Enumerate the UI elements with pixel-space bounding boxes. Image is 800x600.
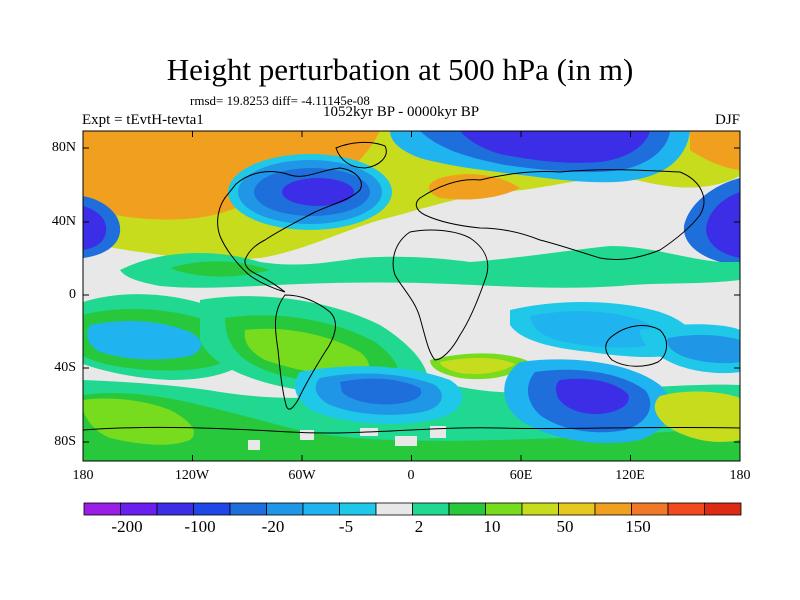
colorbar-swatch (156, 502, 194, 516)
lon-label-60e: 60E (509, 468, 533, 483)
field-orange-europe (428, 174, 520, 200)
north-america-coast (217, 167, 362, 293)
season-label: DJF (714, 112, 740, 128)
field-orange-north (83, 131, 380, 220)
field-sky-sh-east (530, 311, 660, 348)
colorbar-swatch (266, 502, 304, 516)
field-darkblue-westpac (83, 206, 107, 250)
field-lightgreen-sh-mid (244, 328, 369, 376)
field-orange-ne (690, 131, 740, 170)
colorbar-swatch (594, 502, 632, 516)
africa-coast (392, 229, 489, 361)
colorbar-swatch (229, 502, 267, 516)
field-gray-patch (248, 440, 260, 450)
field-gray-patch (300, 430, 314, 440)
lat-label-80s: 80S (54, 434, 76, 449)
colorbar-swatch (448, 502, 486, 516)
colorbar-swatch (120, 502, 158, 516)
colorbar-swatch (302, 502, 340, 516)
tick-marks (82, 131, 741, 461)
colorbar-swatch (667, 502, 705, 516)
lon-label-0: 0 (407, 468, 415, 483)
field-yellow-se (654, 391, 740, 442)
lon-label-180w: 180 (72, 468, 94, 483)
colorbar-swatch (339, 502, 377, 516)
eurasia-coast (415, 169, 705, 261)
field-blue-southatl (340, 378, 422, 405)
field-green-subtrop (170, 261, 270, 277)
colorbar (83, 502, 742, 516)
field-lightgreen-sw (83, 398, 194, 445)
colorbar-swatch (83, 502, 121, 516)
colorbar-label: -5 (338, 517, 354, 536)
field-layer (83, 131, 740, 461)
lat-label-0: 0 (69, 287, 76, 302)
period-label: 1052kyr BP - 0000kyr BP (323, 104, 480, 120)
field-sky-sh-fareast (667, 334, 740, 364)
lon-label-60w: 60W (288, 468, 316, 483)
field-gray-patch (395, 436, 417, 446)
lat-label-40s: 40S (54, 360, 76, 375)
south-america-coast (274, 294, 336, 410)
colorbar-swatch (521, 502, 559, 516)
coastlines (83, 141, 740, 434)
field-green-southern (83, 393, 740, 461)
field-darkblue-southind (555, 378, 629, 415)
lat-label-80n: 80N (51, 140, 76, 155)
antarctica-coast (83, 426, 740, 434)
colorbar-label: 2 (414, 517, 424, 536)
colorbar-swatch (193, 502, 231, 516)
field-darkblue-na (282, 178, 354, 206)
colorbar-label: 150 (625, 517, 651, 536)
colorbar-swatch (631, 502, 669, 516)
lat-label-40n: 40N (51, 214, 76, 229)
field-teal-subtrop (120, 246, 740, 288)
colorbar-swatch (485, 502, 523, 516)
field-sky-sh-west (87, 320, 202, 360)
field-yellow-sh-africa (440, 358, 515, 374)
colorbar-swatch (412, 502, 450, 516)
figure-title: Height perturbation at 500 hPa (in m) (166, 52, 634, 87)
lon-label-180e: 180 (729, 468, 751, 483)
experiment-label: Expt = tEvtH-tevta1 (82, 112, 204, 128)
colorbar-label: -100 (184, 517, 216, 536)
field-darkblue-arctic (460, 131, 650, 163)
colorbar-label: 50 (556, 517, 574, 536)
colorbar-label: -200 (111, 517, 143, 536)
lon-label-120w: 120W (174, 468, 210, 483)
field-gray-patch (430, 426, 446, 438)
lon-label-120e: 120E (615, 468, 645, 483)
greenland-coast (335, 141, 387, 169)
australia-coast (605, 325, 667, 367)
field-darkblue-eastpac (706, 192, 740, 258)
colorbar-swatch (704, 502, 742, 516)
colorbar-label: -20 (261, 517, 285, 536)
colorbar-swatch (375, 502, 413, 516)
stats-label: rmsd= 19.8253 diff= -4.11145e-08 (190, 93, 370, 108)
colorbar-swatch (558, 502, 596, 516)
colorbar-label: 10 (483, 517, 501, 536)
